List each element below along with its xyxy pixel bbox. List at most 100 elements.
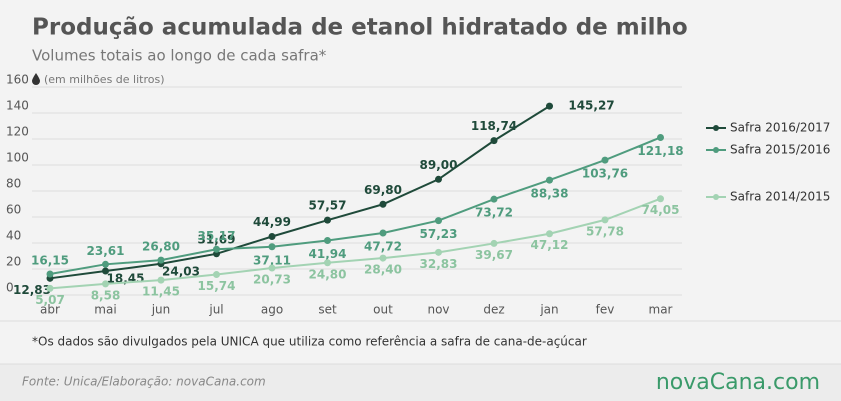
data-label: 44,99 [253,215,291,229]
data-point [324,259,331,267]
data-label: 8,58 [91,288,121,302]
source: Fonte: Unica/Elaboração: novaCana.com [22,375,266,389]
y-tick-label: 80 [6,177,21,191]
footnote: *Os dados são divulgados pela UNICA que … [32,335,587,349]
x-tick-label: nov [427,303,449,317]
x-tick-label: set [318,303,337,317]
data-label: 73,72 [475,206,513,220]
data-point [601,216,609,224]
legend-swatch-dot [713,125,719,131]
data-label: 20,73 [253,273,291,287]
x-tick-label: jun [151,303,171,317]
x-tick-label: mar [649,303,673,317]
data-label: 47,12 [531,238,569,252]
chart-title: Produção acumulada de etanol hidratado d… [32,15,688,41]
data-point [379,254,387,262]
data-label: 69,80 [364,183,402,197]
footer [0,364,841,401]
data-label: 57,23 [420,227,458,241]
data-point [601,156,609,164]
y-tick-label: 120 [6,125,29,139]
x-tick-label: jan [539,303,558,317]
logo: novaCana.com [656,370,820,395]
y-tick-label: 100 [6,151,29,165]
legend-swatch-dot [713,147,719,153]
data-point [657,195,664,203]
data-label: 47,72 [364,239,402,253]
data-label: 74,05 [642,203,680,217]
data-label: 26,80 [142,240,180,254]
data-label: 35,17 [198,229,236,243]
data-label: 23,61 [87,244,125,258]
data-point [268,243,276,251]
data-point [435,248,442,256]
legend-label: Safra 2016/2017 [730,121,830,135]
unit-note: (em milhões de litros) [44,73,165,86]
data-label: 15,74 [198,279,236,293]
data-label: 57,78 [586,224,624,238]
data-point [490,195,498,203]
data-label: 5,07 [35,293,65,307]
data-label: 24,80 [309,267,347,281]
x-tick-label: out [373,303,393,317]
data-point [324,236,331,244]
data-label: 89,00 [420,158,458,172]
x-tick-label: mai [94,303,116,317]
data-label: 28,40 [364,263,402,277]
data-point [157,276,165,284]
data-label: 11,45 [142,285,180,299]
data-label: 41,94 [309,247,347,261]
x-tick-label: fev [596,303,615,317]
chart-subtitle: Volumes totais ao longo de cada safra* [32,47,327,65]
x-tick-label: ago [261,303,283,317]
data-label: 121,18 [637,144,683,158]
y-tick-label: 160 [6,73,29,87]
data-label: 24,03 [162,264,200,278]
data-point [490,137,498,145]
legend-swatch-dot [713,194,719,200]
y-tick-label: 20 [6,255,21,269]
data-point [46,270,54,278]
data-point [435,217,442,225]
data-point [213,271,220,279]
data-label: 118,74 [471,119,517,133]
data-label: 57,57 [309,199,347,213]
data-label: 39,67 [475,248,513,262]
data-point [379,229,387,237]
data-label: 145,27 [568,99,614,113]
x-tick-label: abr [40,303,60,317]
y-tick-label: 140 [6,99,29,113]
data-point [657,133,664,141]
series-line [49,105,551,280]
data-label: 88,38 [531,187,569,201]
data-point [435,175,442,183]
data-point [546,230,553,238]
data-point [546,176,553,184]
drop-icon [32,73,40,85]
x-tick-label: jul [208,303,223,317]
data-label: 12,83 [13,283,51,297]
data-point [379,200,387,208]
legend-label: Safra 2014/2015 [730,190,830,204]
data-label: 37,11 [253,253,291,267]
data-label: 31,69 [198,232,236,246]
data-label: 103,76 [582,167,628,181]
legend-label: Safra 2015/2016 [730,143,830,157]
data-point [102,280,109,288]
data-point [490,239,498,247]
data-point [213,245,220,253]
data-point [268,233,276,241]
data-point [324,216,331,224]
data-point [546,102,553,110]
series-line [49,136,661,275]
data-point [102,260,109,268]
x-tick-label: dez [483,303,504,317]
y-tick-label: 0 [6,281,14,295]
data-point [157,256,165,264]
data-point [46,284,54,292]
series-line [49,197,661,290]
data-point [102,267,109,275]
